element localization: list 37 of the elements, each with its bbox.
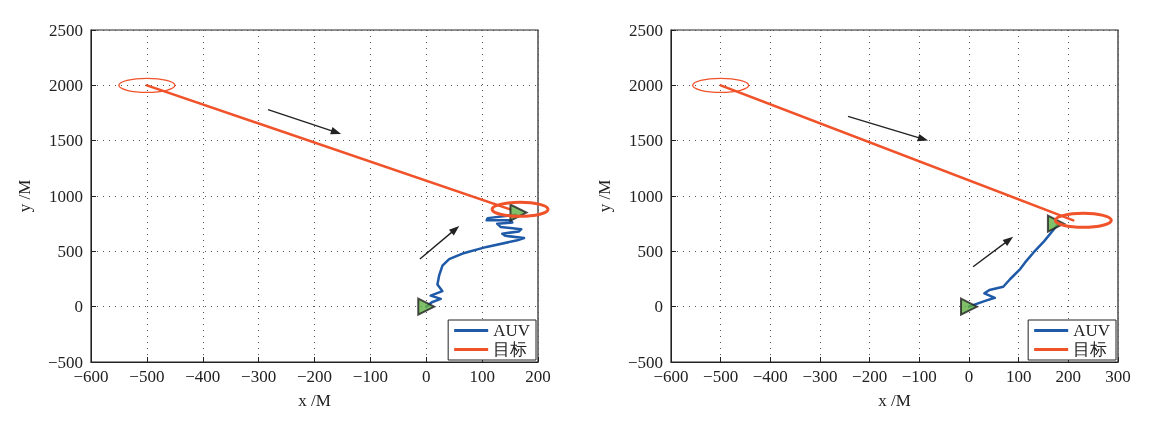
y-tick-label: 500 [57, 241, 83, 261]
x-tick-label: 200 [525, 367, 551, 386]
x-tick-label: 100 [1005, 367, 1032, 386]
y-tick-label: 0 [654, 297, 663, 317]
y-tick-label: 1000 [629, 186, 663, 206]
legend-label: AUV [493, 321, 531, 340]
x-tick-label: 0 [422, 367, 431, 386]
x-tick-label: −500 [703, 367, 739, 386]
y-tick-label: 1500 [49, 131, 83, 151]
x-tick-label: −300 [802, 367, 838, 386]
x-tick-label: −500 [129, 367, 165, 386]
y-tick-label: 2500 [49, 20, 83, 40]
y-tick-label: 0 [74, 297, 83, 317]
x-tick-label: −400 [185, 367, 221, 386]
x-axis-title: x /M [878, 391, 911, 410]
x-tick-label: −300 [241, 367, 277, 386]
y-tick-label: 2500 [629, 20, 663, 40]
x-tick-label: 0 [964, 367, 974, 386]
y-tick-label: 1500 [629, 131, 663, 151]
y-tick-label: 2000 [49, 75, 83, 95]
x-tick-label: −200 [852, 367, 888, 386]
x-tick-label: −200 [296, 367, 333, 386]
x-tick-label: 300 [1105, 367, 1131, 386]
y-axis-title: y /M [595, 179, 614, 213]
legend-label: 目标 [493, 340, 528, 359]
x-axis-title: x /M [298, 391, 331, 410]
legend-label: AUV [1073, 321, 1111, 340]
x-tick-label: −100 [901, 367, 937, 386]
x-tick-label: 100 [469, 367, 495, 386]
x-tick-label: −400 [752, 367, 788, 386]
x-tick-label: −100 [352, 367, 388, 386]
y-axis-title: y /M [15, 179, 34, 213]
legend-label: 目标 [1073, 340, 1108, 359]
x-tick-label: 200 [1055, 367, 1082, 386]
y-tick-label: 1000 [49, 186, 83, 206]
y-tick-label: 500 [637, 241, 663, 261]
y-tick-label: 2000 [629, 75, 663, 95]
